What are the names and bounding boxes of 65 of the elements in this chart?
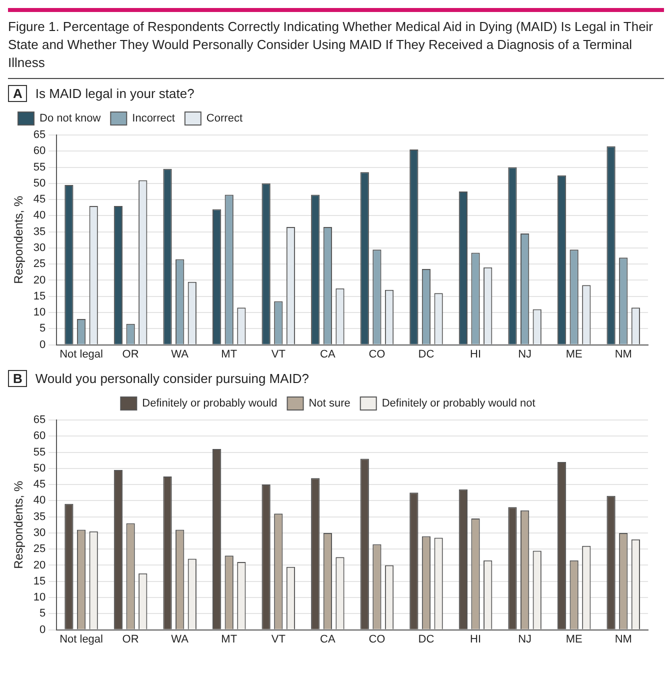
x-tick-label: NM [614,633,632,646]
x-tick-label: DC [418,348,434,360]
y-tick-label: 15 [33,575,46,588]
y-tick-label: 0 [40,338,46,351]
x-tick-label: VT [271,633,286,646]
chart-title: Figure 1. Percentage of Respondents Correctly Indicating Whether Medical Aid in Dying (MAID) Is Legal in Their State and Whether They Would Personally Consider Using MAID If They Received a Diagnosis of a Terminal Illness [8,8,664,79]
x-tick-label: WA [171,633,190,646]
x-tick-label: NJ [518,633,532,646]
y-tick-label: 55 [33,446,46,458]
y-tick-label: 40 [33,210,46,222]
x-tick-label: CO [368,633,386,646]
x-tick-label: HI [470,633,482,646]
x-tick-label: Not legal [60,348,103,360]
x-tick-label: WA [171,348,190,360]
y-tick-label: 60 [33,145,46,158]
x-tick-label: CA [320,633,336,646]
x-tick-label: NM [614,348,632,360]
x-tick-label: VT [271,348,286,360]
y-tick-label: 35 [33,226,46,238]
x-tick-label: HI [470,348,482,360]
y-tick-label: 65 [33,129,46,142]
y-tick-label: 30 [33,242,46,254]
y-axis-title: Respondents, % [12,480,26,569]
legend-label: Definitely or probably would not [382,398,536,410]
y-tick-label: 65 [33,414,46,426]
x-tick-label: ME [566,348,582,360]
y-tick-label: 20 [33,559,46,572]
x-tick-label: CA [320,348,336,360]
y-tick-label: 0 [40,624,46,636]
legend-label: Incorrect [132,112,175,125]
y-tick-label: 45 [33,478,46,491]
y-tick-label: 45 [33,194,46,206]
legend-label: Definitely or probably would [142,398,278,410]
y-tick-label: 40 [33,494,46,507]
x-tick-label: CO [368,348,386,360]
y-tick-label: 10 [33,306,46,319]
y-tick-label: 50 [33,177,46,190]
y-tick-label: 5 [40,608,46,620]
y-tick-label: 50 [33,462,46,474]
legend-label: Correct [206,112,242,125]
y-tick-label: 30 [33,527,46,539]
y-tick-label: 55 [33,161,46,174]
y-tick-label: 25 [33,543,46,556]
y-tick-label: 20 [33,274,46,286]
y-tick-label: 60 [33,430,46,442]
x-tick-label: ME [566,633,582,646]
x-tick-label: OR [122,348,139,360]
x-tick-label: MT [221,633,238,646]
x-tick-label: Not legal [60,633,103,646]
y-tick-label: 25 [33,258,46,270]
chart-subtitle: Is MAID legal in your state? [35,86,194,101]
legend-label: Do not know [40,112,101,125]
x-tick-label: OR [122,633,139,646]
x-tick-label: MT [221,348,238,360]
y-axis-title: Respondents, % [12,196,26,284]
y-tick-label: 35 [33,510,46,523]
y-tick-label: 5 [40,322,46,335]
chart-title: Would you personally consider pursuing MAID? [35,371,310,386]
x-tick-label: NJ [518,348,532,360]
y-tick-label: 15 [33,290,46,302]
y-tick-label: 10 [33,592,46,604]
x-tick-label: DC [418,633,434,646]
legend-label: Not sure [308,398,350,410]
text: B [8,370,28,387]
text: A [8,85,28,102]
